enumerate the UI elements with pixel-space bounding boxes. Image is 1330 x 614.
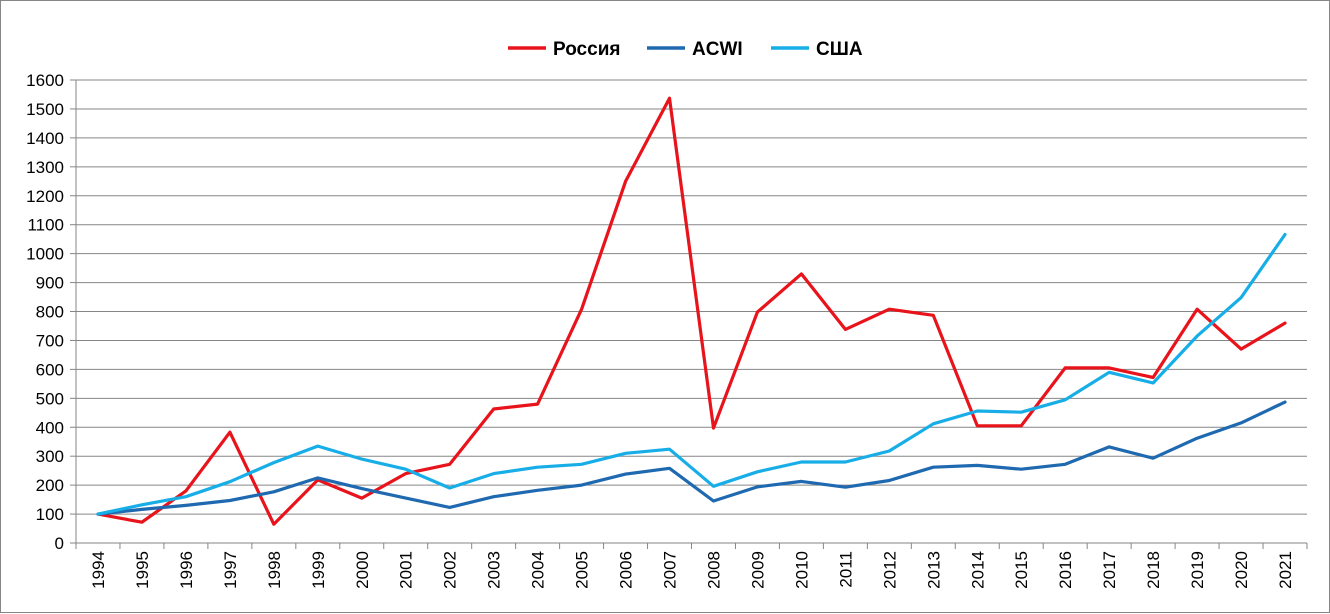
y-tick-label: 1300 <box>26 158 64 177</box>
x-tick-label: 2013 <box>924 551 943 589</box>
x-tick-label: 1995 <box>133 551 152 589</box>
y-tick-label: 0 <box>55 534 64 553</box>
x-tick-label: 1997 <box>221 551 240 589</box>
x-tick-label: 1996 <box>177 551 196 589</box>
y-tick-label: 100 <box>36 505 64 524</box>
x-tick-label: 2015 <box>1012 551 1031 589</box>
x-tick-label: 2007 <box>661 551 680 589</box>
x-tick-label: 2009 <box>748 551 767 589</box>
x-tick-label: 2018 <box>1144 551 1163 589</box>
y-tick-label: 500 <box>36 389 64 408</box>
y-tick-label: 400 <box>36 418 64 437</box>
y-tick-label: 200 <box>36 476 64 495</box>
x-tick-label: 2005 <box>573 551 592 589</box>
x-axis-ticks: 1994 1995 1996 1997 1998 1999 2000 2001 2002 2003… <box>75 543 1308 589</box>
x-tick-label: 2011 <box>836 551 855 588</box>
legend-label: США <box>816 39 863 60</box>
y-tick-label: 300 <box>36 447 64 466</box>
x-tick-label: 2012 <box>880 551 899 589</box>
legend: Россия ACWI США <box>508 39 863 60</box>
legend-label: Россия <box>553 39 620 60</box>
x-tick-label: 2016 <box>1056 551 1075 589</box>
x-tick-label: 2002 <box>441 551 460 589</box>
x-tick-label: 2010 <box>792 551 811 589</box>
y-tick-label: 600 <box>36 360 64 379</box>
x-tick-label: 1999 <box>309 551 328 589</box>
x-tick-label: 2001 <box>397 551 416 589</box>
y-tick-label: 1500 <box>26 100 64 119</box>
x-tick-label: 2003 <box>485 551 504 589</box>
x-tick-label: 2008 <box>704 551 723 589</box>
x-tick-label: 1998 <box>265 551 284 589</box>
y-tick-label: 1100 <box>27 216 64 235</box>
y-tick-label: 1400 <box>26 129 64 148</box>
y-axis-ticks: 0 100 200 300 400 500 600 700 800 900 1000 1100 1200… <box>26 71 76 553</box>
series-lines <box>96 96 1287 526</box>
x-tick-label: 1994 <box>89 551 108 589</box>
y-tick-label: 900 <box>36 274 64 293</box>
x-tick-label: 2004 <box>529 551 548 589</box>
series-line-2 <box>96 400 1287 516</box>
y-tick-label: 1200 <box>26 187 64 206</box>
x-tick-label: 2021 <box>1276 551 1295 589</box>
x-tick-label: 2006 <box>617 551 636 589</box>
y-tick-label: 1000 <box>26 245 64 264</box>
x-tick-label: 2000 <box>353 551 372 589</box>
x-tick-label: 2017 <box>1100 551 1119 589</box>
y-tick-label: 1600 <box>26 71 64 90</box>
gridlines <box>76 79 1307 515</box>
series-line-3 <box>96 232 1287 516</box>
y-tick-label: 700 <box>36 331 64 350</box>
x-tick-label: 2014 <box>968 551 987 589</box>
x-tick-label: 2019 <box>1188 551 1207 589</box>
x-tick-label: 2020 <box>1232 551 1251 589</box>
legend-label: ACWI <box>692 39 743 60</box>
series-line-1 <box>96 96 1287 526</box>
y-tick-label: 800 <box>36 303 64 322</box>
